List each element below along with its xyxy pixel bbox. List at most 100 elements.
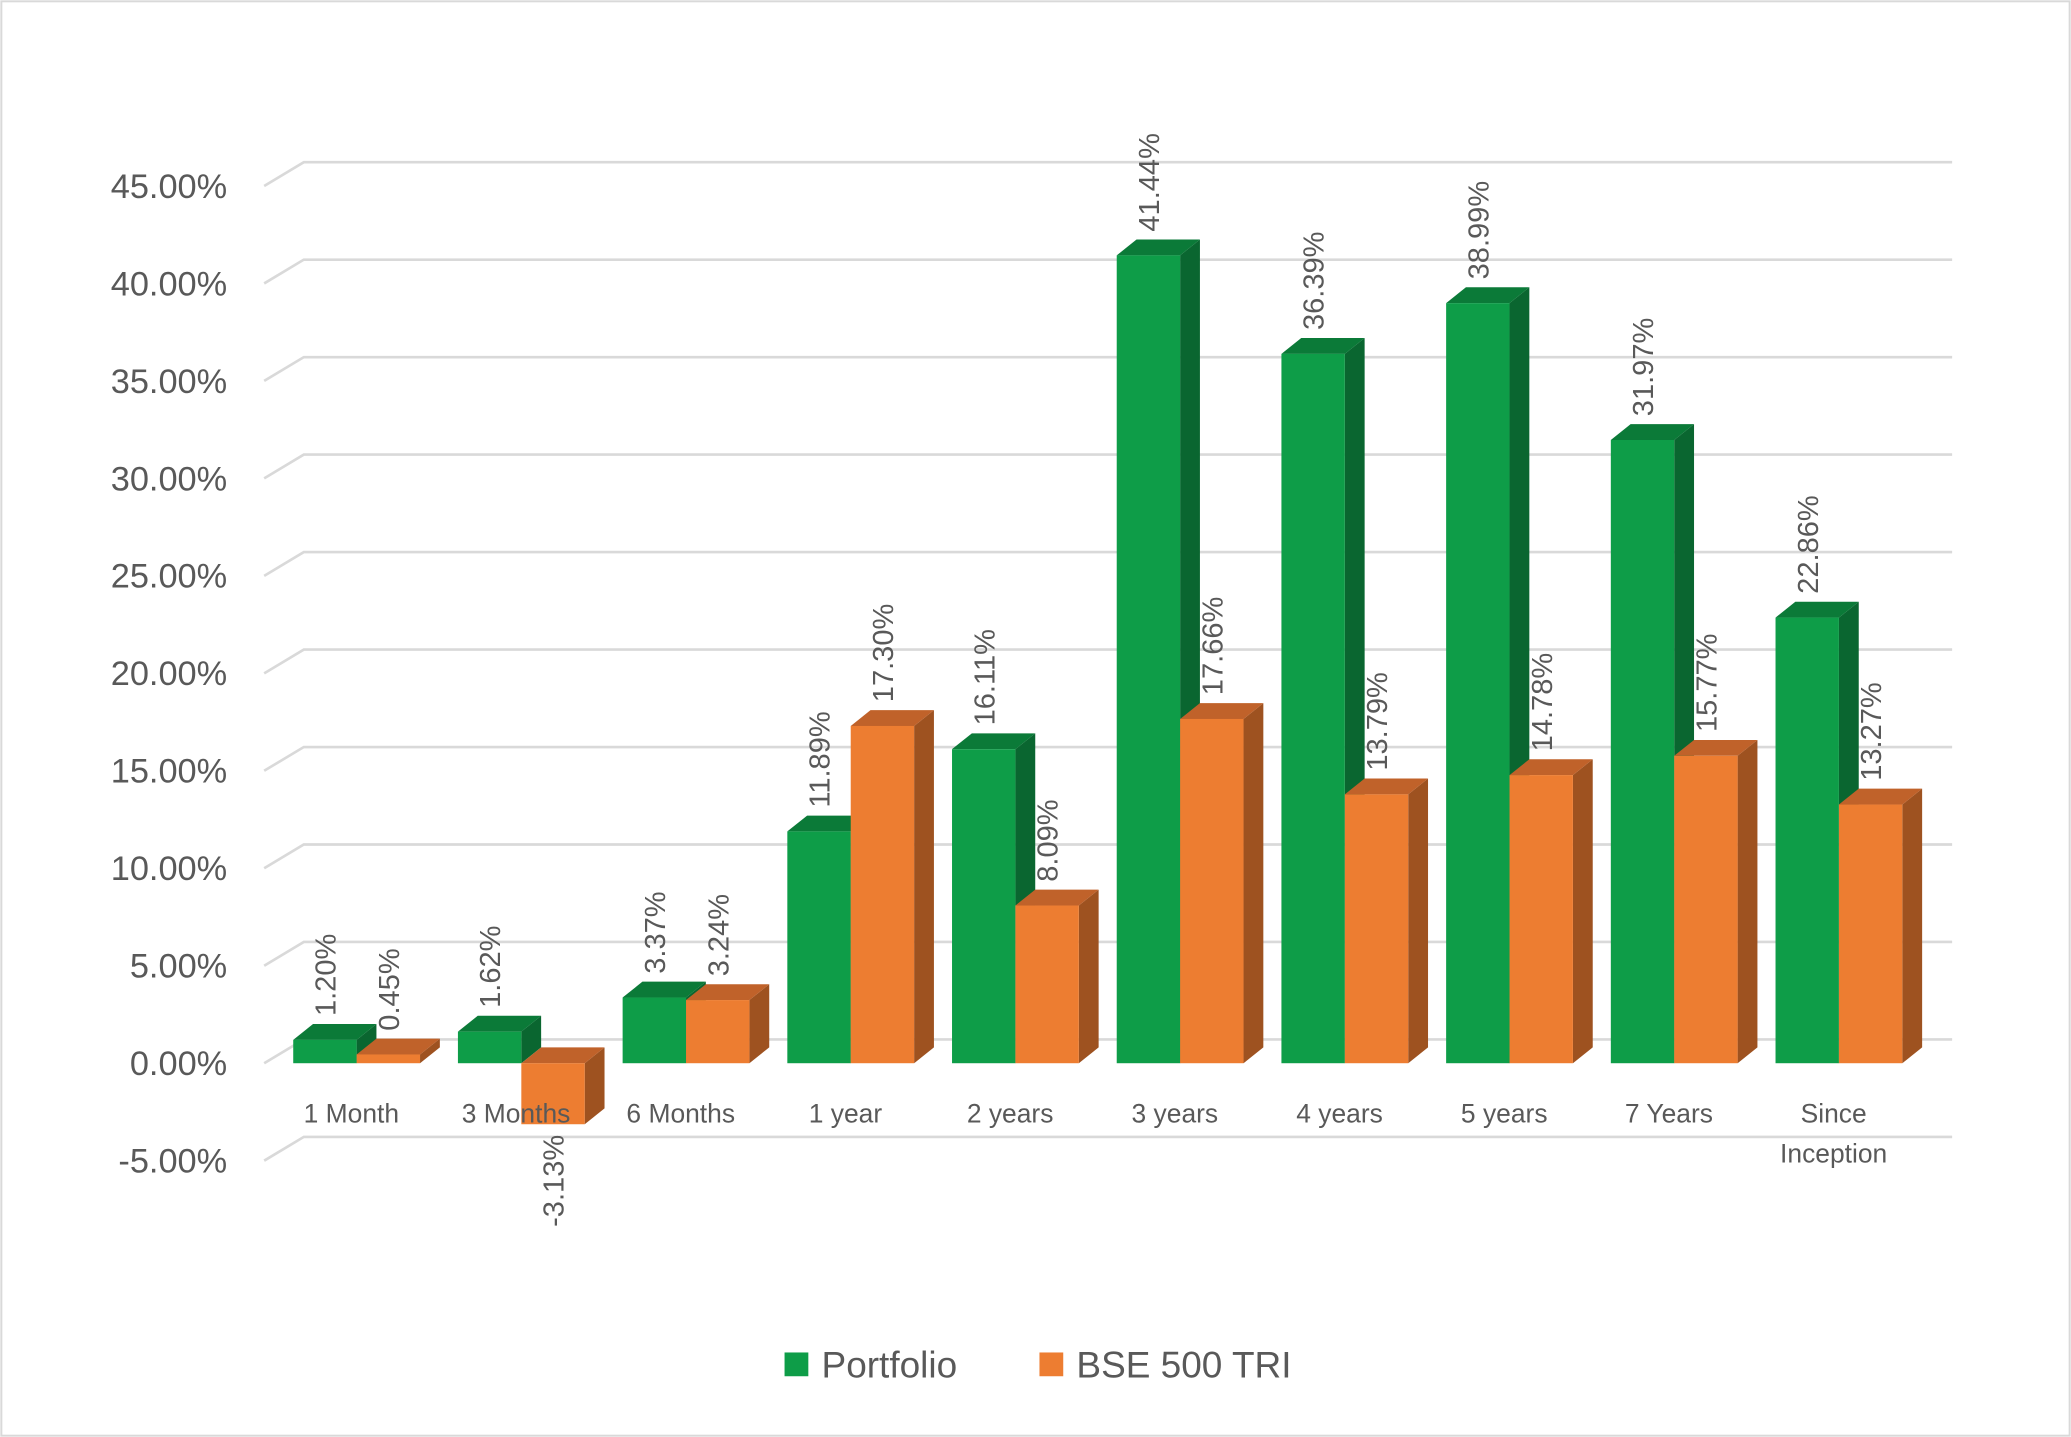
- bar-top: [1015, 889, 1099, 906]
- data-label: 16.11%: [969, 629, 1001, 725]
- data-label: 41.44%: [1134, 133, 1166, 232]
- bar-top: [952, 733, 1036, 750]
- bar-top: [686, 984, 770, 1001]
- bar-top: [1344, 778, 1429, 795]
- bar-portfolio: [1446, 303, 1510, 1064]
- data-label: 8.09%: [1033, 799, 1065, 881]
- bar-portfolio: [457, 1031, 522, 1064]
- bar-portfolio: [1116, 255, 1181, 1064]
- gridline: [263, 258, 1953, 285]
- data-label: 36.39%: [1299, 232, 1331, 331]
- data-label: 11.89%: [805, 711, 837, 807]
- bar-side: [1737, 739, 1758, 1064]
- bar-side: [1572, 759, 1593, 1064]
- data-label: 1.62%: [475, 925, 507, 1007]
- x-tick-label: Since: [1801, 1099, 1867, 1129]
- bar-side: [521, 1015, 542, 1064]
- bar-side: [914, 710, 934, 1064]
- legend-swatch: [784, 1352, 809, 1377]
- bar-benchmark: [1509, 775, 1573, 1064]
- bar-benchmark: [1015, 905, 1079, 1064]
- x-tick-label: 6 Months: [626, 1099, 735, 1129]
- y-tick-label: 25.00%: [111, 558, 227, 596]
- x-tick-label: 3 Months: [462, 1099, 571, 1129]
- data-label: -3.13%: [539, 1135, 571, 1227]
- bar-portfolio: [1775, 617, 1839, 1064]
- y-tick-label: 40.00%: [111, 265, 227, 303]
- gridline: [263, 550, 1953, 577]
- data-label: 13.79%: [1362, 672, 1394, 771]
- bar-portfolio: [1281, 353, 1345, 1064]
- legend-swatch: [1039, 1352, 1064, 1377]
- bar-side: [1408, 778, 1429, 1064]
- gridline: [263, 355, 1953, 383]
- bar-portfolio: [952, 749, 1016, 1064]
- bar-benchmark: [1838, 804, 1903, 1064]
- bar-top: [356, 1038, 440, 1055]
- bar-top: [850, 710, 934, 726]
- bar-benchmark: [1344, 794, 1409, 1064]
- gridline: [263, 648, 1953, 675]
- data-label: 14.78%: [1527, 653, 1559, 752]
- y-tick-label: 15.00%: [111, 753, 227, 791]
- gridline: [263, 160, 1953, 188]
- bar-top: [1180, 703, 1264, 719]
- data-label: 22.86%: [1793, 495, 1825, 594]
- bar-side: [1902, 788, 1923, 1064]
- gridline: [263, 453, 1953, 480]
- data-label: 17.30%: [868, 604, 900, 703]
- bar-side: [1078, 889, 1099, 1064]
- bar-portfolio: [1610, 439, 1675, 1064]
- bar-top: [293, 1023, 377, 1040]
- gridline: [263, 745, 1953, 772]
- data-label: 15.77%: [1691, 634, 1723, 733]
- gridline: [263, 1135, 1953, 1162]
- data-label: 3.24%: [703, 894, 735, 976]
- bar-portfolio: [787, 831, 851, 1064]
- y-tick-label: 5.00%: [130, 948, 227, 986]
- legend-label: BSE 500 TRI: [1076, 1345, 1291, 1386]
- x-tick-label: 4 years: [1296, 1099, 1383, 1129]
- bar-benchmark: [356, 1054, 421, 1064]
- data-label: 0.45%: [374, 948, 406, 1030]
- y-tick-label: 0.00%: [130, 1045, 227, 1083]
- bar-top: [1116, 239, 1200, 256]
- bar-benchmark: [1674, 755, 1738, 1064]
- bar-top: [1838, 788, 1923, 805]
- bar-top: [787, 815, 871, 832]
- bar-benchmark: [521, 1063, 585, 1125]
- y-tick-label: 30.00%: [111, 460, 227, 498]
- y-tick-label: 20.00%: [111, 655, 227, 693]
- legend-label: Portfolio: [822, 1345, 958, 1386]
- x-tick-label: Inception: [1780, 1138, 1887, 1168]
- bar-side: [584, 1047, 605, 1125]
- y-tick-label: 45.00%: [111, 168, 227, 206]
- data-label: 1.20%: [310, 934, 342, 1016]
- data-label: 31.97%: [1628, 318, 1660, 417]
- x-tick-label: 7 Years: [1625, 1099, 1713, 1129]
- y-tick-label: -5.00%: [118, 1143, 227, 1181]
- bar-top: [1281, 337, 1365, 354]
- data-label: 3.37%: [640, 891, 672, 973]
- y-tick-label: 35.00%: [111, 363, 227, 401]
- data-label: 38.99%: [1463, 181, 1495, 280]
- bar-benchmark: [850, 725, 915, 1064]
- bar-top: [1446, 287, 1530, 304]
- bar-benchmark: [1180, 718, 1244, 1064]
- x-tick-label: 1 Month: [304, 1099, 399, 1129]
- data-label: 17.66%: [1197, 597, 1229, 696]
- data-label: 13.27%: [1856, 682, 1888, 781]
- bar-benchmark: [686, 1000, 750, 1064]
- bar-top: [521, 1047, 605, 1064]
- x-tick-label: 2 years: [967, 1099, 1054, 1129]
- bar-top: [622, 981, 706, 998]
- bar-side: [749, 984, 770, 1064]
- bar-side: [1243, 703, 1264, 1064]
- bar-top: [1775, 601, 1859, 618]
- x-tick-label: 3 years: [1132, 1099, 1219, 1129]
- bar-top: [1509, 759, 1593, 776]
- bar-portfolio: [293, 1039, 357, 1064]
